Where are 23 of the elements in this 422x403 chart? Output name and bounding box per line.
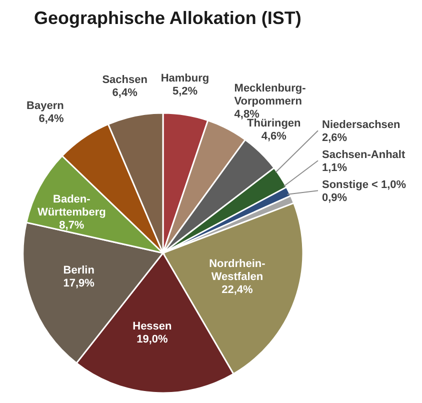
data-label: 4,6% [261,130,287,143]
data-label: 0,9% [322,192,348,204]
slice-label: Mecklenburg-Vorpommern [234,82,306,108]
slice-label: Nordrhein-Westfalen [209,258,266,283]
data-label: 22,4% [222,284,254,296]
slice-label: Niedersachsen [322,119,401,132]
chart-title: Geographische Allokation (IST) [34,8,302,29]
slice-label: Hessen [132,320,172,332]
data-label: 5,2% [172,86,198,98]
slice-label: Hamburg [160,72,210,85]
data-label: 6,4% [112,86,138,99]
data-label: 6,4% [38,112,64,125]
slice-label: Sonstige < 1,0% [322,179,406,192]
slice-label: Baden-Württemberg [37,194,106,219]
data-label: 2,6% [322,132,348,144]
slice-label: Sachsen [102,74,148,86]
slice-label: Berlin [63,264,95,277]
slice-label: Bayern [26,100,64,112]
slice-label: Sachsen-Anhalt [322,149,406,162]
data-label: 17,9% [63,278,95,290]
data-label: 19,0% [136,333,168,346]
data-label: 8,7% [59,220,84,232]
data-label: 1,1% [322,162,348,174]
